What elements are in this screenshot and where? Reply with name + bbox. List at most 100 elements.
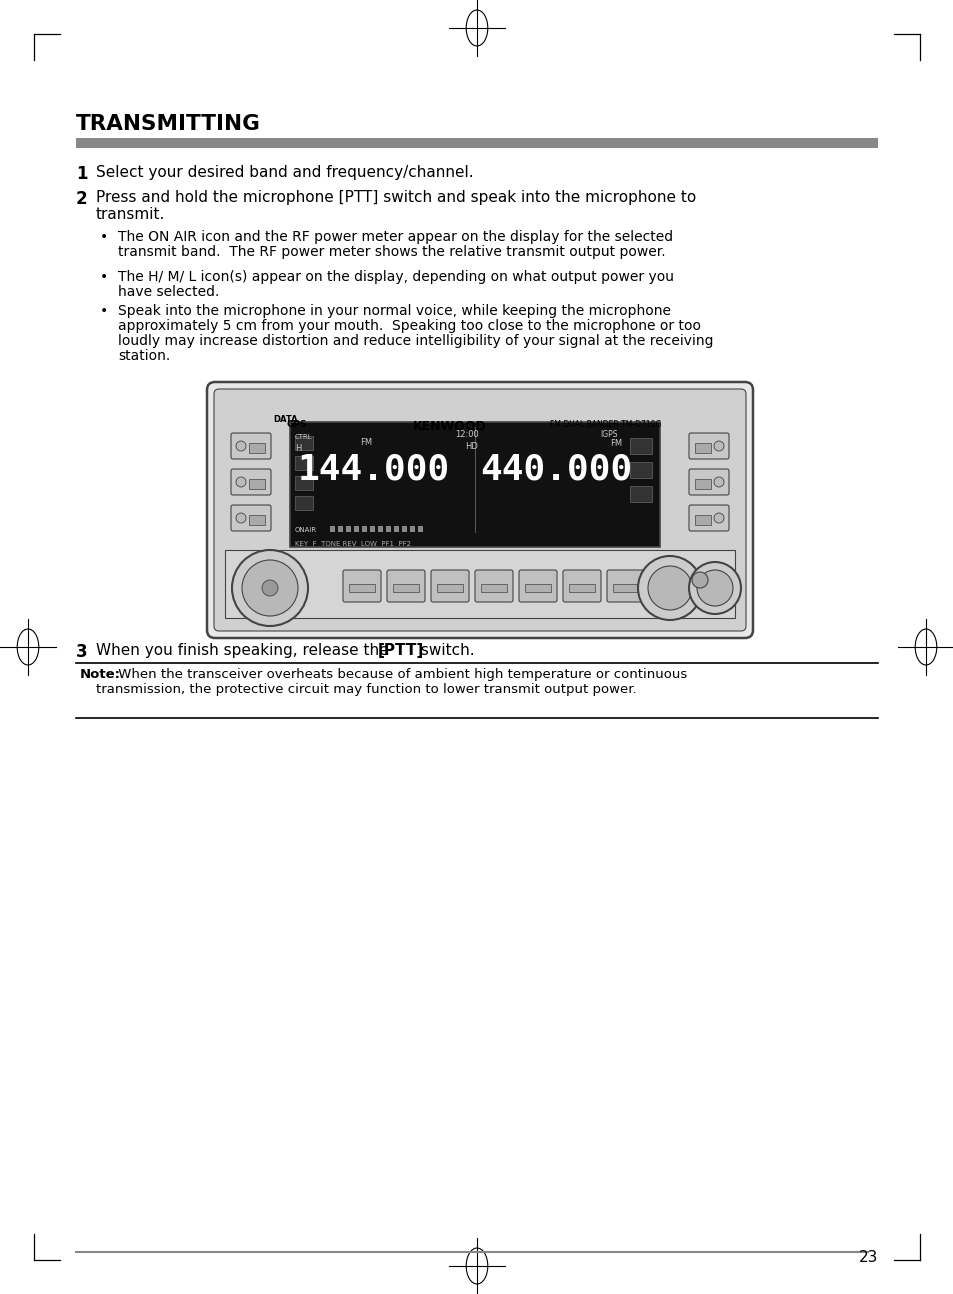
Bar xyxy=(480,584,506,591)
Circle shape xyxy=(713,441,723,452)
Bar xyxy=(410,525,415,532)
Text: transmit.: transmit. xyxy=(96,207,165,223)
Text: have selected.: have selected. xyxy=(118,285,219,299)
Text: station.: station. xyxy=(118,349,170,364)
Text: KEY  F  TONE REV  LOW  PF1  PF2: KEY F TONE REV LOW PF1 PF2 xyxy=(294,541,411,547)
Text: TRANSMITTING: TRANSMITTING xyxy=(76,114,260,135)
Text: Select your desired band and frequency/channel.: Select your desired band and frequency/c… xyxy=(96,166,473,180)
Bar xyxy=(568,584,595,591)
Bar xyxy=(294,436,313,450)
Text: IGPS: IGPS xyxy=(599,430,617,439)
Text: H: H xyxy=(294,444,301,453)
FancyBboxPatch shape xyxy=(431,569,469,602)
FancyBboxPatch shape xyxy=(231,505,271,531)
Bar xyxy=(346,525,351,532)
Bar xyxy=(294,476,313,490)
FancyBboxPatch shape xyxy=(688,505,728,531)
Circle shape xyxy=(691,572,707,587)
Bar xyxy=(294,455,313,470)
Bar xyxy=(330,525,335,532)
Text: switch.: switch. xyxy=(416,643,475,659)
Bar xyxy=(361,525,367,532)
Text: Note:: Note: xyxy=(80,668,121,681)
Bar xyxy=(629,487,651,502)
Text: ONAIR: ONAIR xyxy=(294,527,316,533)
Text: DATA: DATA xyxy=(273,415,297,424)
Text: 440.000: 440.000 xyxy=(479,452,632,487)
Text: Press and hold the microphone [PTT] switch and speak into the microphone to: Press and hold the microphone [PTT] swit… xyxy=(96,190,696,204)
FancyBboxPatch shape xyxy=(475,569,513,602)
Bar xyxy=(225,550,734,619)
Bar xyxy=(613,584,639,591)
Text: 3: 3 xyxy=(76,643,88,661)
Bar xyxy=(370,525,375,532)
Circle shape xyxy=(713,512,723,523)
FancyBboxPatch shape xyxy=(688,468,728,496)
Text: 12:00: 12:00 xyxy=(455,430,478,439)
Bar xyxy=(695,515,710,525)
Text: approximately 5 cm from your mouth.  Speaking too close to the microphone or too: approximately 5 cm from your mouth. Spea… xyxy=(118,320,700,333)
Text: Speak into the microphone in your normal voice, while keeping the microphone: Speak into the microphone in your normal… xyxy=(118,304,670,318)
Text: loudly may increase distortion and reduce intelligibility of your signal at the : loudly may increase distortion and reduc… xyxy=(118,334,713,348)
Text: 23: 23 xyxy=(858,1250,877,1266)
Bar xyxy=(377,525,382,532)
Text: 1: 1 xyxy=(76,166,88,182)
Bar xyxy=(386,525,391,532)
Bar xyxy=(76,138,877,148)
Text: 144.000: 144.000 xyxy=(297,452,450,487)
Bar xyxy=(337,525,343,532)
Bar xyxy=(393,584,418,591)
Text: transmit band.  The RF power meter shows the relative transmit output power.: transmit band. The RF power meter shows … xyxy=(118,245,665,259)
Text: 2: 2 xyxy=(76,190,88,208)
Text: •: • xyxy=(100,230,108,245)
Circle shape xyxy=(232,550,308,626)
FancyBboxPatch shape xyxy=(231,433,271,459)
Circle shape xyxy=(638,556,701,620)
Circle shape xyxy=(713,477,723,487)
Text: KENWOOD: KENWOOD xyxy=(413,421,486,433)
Text: FM DUAL BANDER TM-D710G: FM DUAL BANDER TM-D710G xyxy=(550,421,660,430)
Circle shape xyxy=(262,580,277,597)
Text: The H/ M/ L icon(s) appear on the display, depending on what output power you: The H/ M/ L icon(s) appear on the displa… xyxy=(118,270,673,283)
Bar xyxy=(695,479,710,489)
Bar xyxy=(394,525,398,532)
Circle shape xyxy=(647,565,691,609)
Text: FM: FM xyxy=(609,439,621,448)
Circle shape xyxy=(242,560,297,616)
FancyBboxPatch shape xyxy=(207,382,752,638)
FancyBboxPatch shape xyxy=(343,569,380,602)
Bar xyxy=(290,422,659,547)
Bar xyxy=(349,584,375,591)
FancyBboxPatch shape xyxy=(688,433,728,459)
Bar xyxy=(354,525,358,532)
Bar xyxy=(249,479,265,489)
Bar xyxy=(401,525,407,532)
Text: [PTT]: [PTT] xyxy=(377,643,424,659)
Bar xyxy=(249,443,265,453)
Circle shape xyxy=(235,441,246,452)
Bar xyxy=(524,584,551,591)
Text: When you finish speaking, release the: When you finish speaking, release the xyxy=(96,643,393,659)
FancyBboxPatch shape xyxy=(606,569,644,602)
FancyBboxPatch shape xyxy=(562,569,600,602)
Circle shape xyxy=(697,569,732,606)
Text: The ON AIR icon and the RF power meter appear on the display for the selected: The ON AIR icon and the RF power meter a… xyxy=(118,230,673,245)
FancyBboxPatch shape xyxy=(231,468,271,496)
Bar xyxy=(629,462,651,477)
Bar xyxy=(249,515,265,525)
Text: •: • xyxy=(100,270,108,283)
Bar xyxy=(629,437,651,454)
Text: •: • xyxy=(100,304,108,318)
Text: FM: FM xyxy=(359,437,372,446)
Text: transmission, the protective circuit may function to lower transmit output power: transmission, the protective circuit may… xyxy=(96,683,636,696)
Text: HD: HD xyxy=(464,443,477,452)
Circle shape xyxy=(235,512,246,523)
Text: CTRL: CTRL xyxy=(294,433,313,440)
Bar xyxy=(695,443,710,453)
Bar xyxy=(417,525,422,532)
Text: GPS: GPS xyxy=(287,421,307,430)
FancyBboxPatch shape xyxy=(387,569,424,602)
Circle shape xyxy=(235,477,246,487)
FancyBboxPatch shape xyxy=(213,389,745,631)
Bar xyxy=(294,496,313,510)
